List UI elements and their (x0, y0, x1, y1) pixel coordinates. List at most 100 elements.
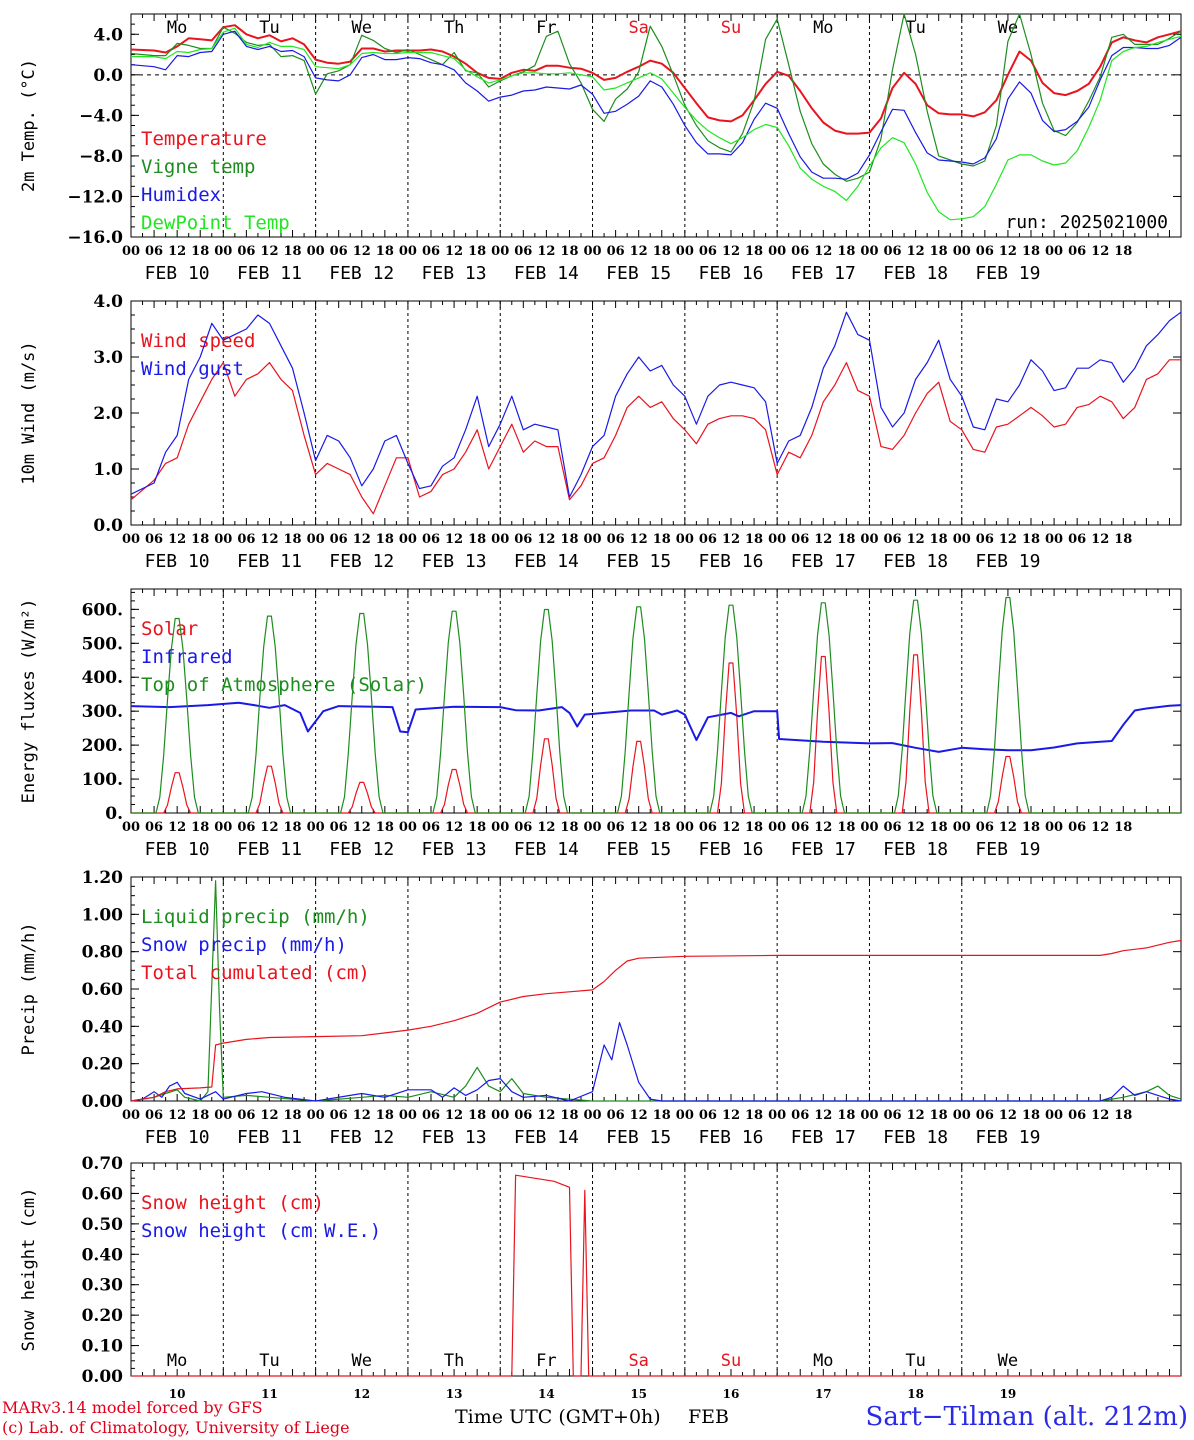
y-tick-label: 1.00 (82, 905, 124, 925)
hour-tick-label: 00 (491, 1108, 509, 1123)
hour-tick-label: 06 (607, 820, 625, 835)
legend-label: Vigne temp (141, 156, 255, 178)
y-tick-label: 0.60 (82, 980, 124, 1000)
date-label: FEB 16 (698, 1127, 763, 1148)
y-tick-label: 3.0 (93, 348, 123, 368)
hour-tick-label: 12 (999, 1108, 1017, 1123)
hour-tick-label: 18 (745, 244, 763, 259)
y-tick-label: 0.30 (82, 1276, 124, 1296)
y-tick-label: 0.10 (82, 1337, 124, 1357)
hour-tick-label: 18 (745, 532, 763, 547)
hour-tick-label: 12 (722, 532, 740, 547)
hour-tick-label: 12 (907, 532, 925, 547)
day-name-label: Tu (905, 1351, 925, 1371)
hour-tick-label: 00 (676, 244, 694, 259)
hour-tick-label: 12 (814, 1108, 832, 1123)
hour-tick-label: 06 (699, 532, 717, 547)
hour-tick-label: 12 (353, 532, 371, 547)
y-tick-label: 0.40 (82, 1245, 124, 1265)
date-label: FEB 18 (883, 839, 948, 860)
hour-tick-label: 00 (768, 532, 786, 547)
day-name-label: Mo (167, 18, 187, 38)
hour-tick-label: 06 (883, 1108, 901, 1123)
hour-tick-label: 12 (168, 244, 186, 259)
hour-tick-label: 00 (214, 1108, 232, 1123)
hour-tick-label: 18 (560, 820, 578, 835)
hour-tick-label: 06 (330, 820, 348, 835)
date-label: FEB 11 (237, 551, 302, 572)
hour-tick-label: 06 (237, 1108, 255, 1123)
day-number-label: 18 (907, 1387, 924, 1401)
series-line-snow-precip-mm-h- (130, 1022, 1182, 1102)
hour-tick-label: 12 (1091, 532, 1109, 547)
hour-tick-label: 12 (353, 244, 371, 259)
hour-tick-label: 00 (122, 820, 140, 835)
date-label: FEB 17 (791, 263, 856, 284)
legend-label: Snow height (cm W.E.) (141, 1220, 381, 1242)
hour-tick-label: 00 (214, 244, 232, 259)
date-label: FEB 14 (514, 551, 579, 572)
series-line-dewpoint-temp (131, 27, 1182, 221)
hour-tick-label: 06 (607, 244, 625, 259)
hour-tick-label: 00 (583, 532, 601, 547)
day-number-label: 17 (815, 1387, 832, 1401)
day-number-label: 10 (169, 1387, 186, 1401)
hour-tick-label: 12 (353, 1108, 371, 1123)
hour-tick-label: 12 (999, 244, 1017, 259)
hour-tick-label: 12 (722, 244, 740, 259)
series-line-top-of-atmosphere-solar- (131, 596, 1181, 814)
date-label: FEB 15 (606, 263, 671, 284)
y-tick-label: −8.0 (79, 147, 123, 167)
hour-tick-label: 00 (676, 532, 694, 547)
hour-tick-label: 06 (330, 244, 348, 259)
hour-tick-label: 12 (814, 820, 832, 835)
day-number-label: 14 (538, 1387, 555, 1401)
date-label: FEB 18 (883, 551, 948, 572)
date-label: FEB 10 (145, 1127, 210, 1148)
series-line-humidex (130, 30, 1182, 180)
day-name-label: Tu (259, 18, 279, 38)
hour-tick-label: 06 (1068, 532, 1086, 547)
hour-tick-label: 06 (699, 244, 717, 259)
y-tick-label: 4.0 (93, 292, 123, 312)
day-name-label: Th (444, 18, 464, 38)
hour-tick-label: 12 (445, 1108, 463, 1123)
hour-tick-label: 18 (376, 532, 394, 547)
panel-2: 4.0 3.0 2.0 1.0 0.0 10m Wind (m/s) Wind speed W… (19, 292, 1182, 572)
hour-tick-label: 06 (514, 532, 532, 547)
hour-tick-label: 06 (976, 244, 994, 259)
hour-tick-label: 12 (260, 820, 278, 835)
y-tick-label: 0. (105, 804, 123, 824)
y-tick-label: 0.20 (82, 1306, 124, 1326)
hour-tick-label: 18 (1022, 1108, 1040, 1123)
date-label: FEB 19 (975, 263, 1040, 284)
hour-tick-label: 00 (676, 1108, 694, 1123)
day-name-label: Su (721, 1351, 741, 1371)
hour-tick-label: 06 (422, 532, 440, 547)
series-line-snow-height-cm- (131, 1174, 1181, 1377)
hour-tick-label: 18 (653, 532, 671, 547)
y-axis-label: Snow height (cm) (19, 1188, 39, 1352)
hour-tick-label: 12 (260, 1108, 278, 1123)
hour-tick-label: 06 (514, 820, 532, 835)
day-number-label: 12 (353, 1387, 370, 1401)
hour-tick-label: 00 (307, 1108, 325, 1123)
hour-tick-label: 12 (445, 244, 463, 259)
hour-tick-label: 12 (168, 532, 186, 547)
date-label: FEB 19 (975, 839, 1040, 860)
y-tick-label: 0.40 (82, 1017, 124, 1037)
hour-tick-label: 18 (283, 532, 301, 547)
hour-tick-label: 12 (537, 1108, 555, 1123)
date-label: FEB 16 (698, 551, 763, 572)
hour-tick-label: 00 (953, 1108, 971, 1123)
hour-tick-label: 00 (1045, 820, 1063, 835)
hour-tick-label: 18 (1114, 244, 1132, 259)
hour-tick-label: 00 (953, 532, 971, 547)
hour-tick-label: 00 (307, 244, 325, 259)
hour-tick-label: 12 (814, 244, 832, 259)
hour-tick-label: 12 (722, 1108, 740, 1123)
hour-tick-label: 12 (722, 820, 740, 835)
hour-tick-label: 06 (1068, 244, 1086, 259)
date-label: FEB 14 (514, 263, 579, 284)
time-axis-title: Time UTC (GMT+0h) (455, 1406, 661, 1428)
